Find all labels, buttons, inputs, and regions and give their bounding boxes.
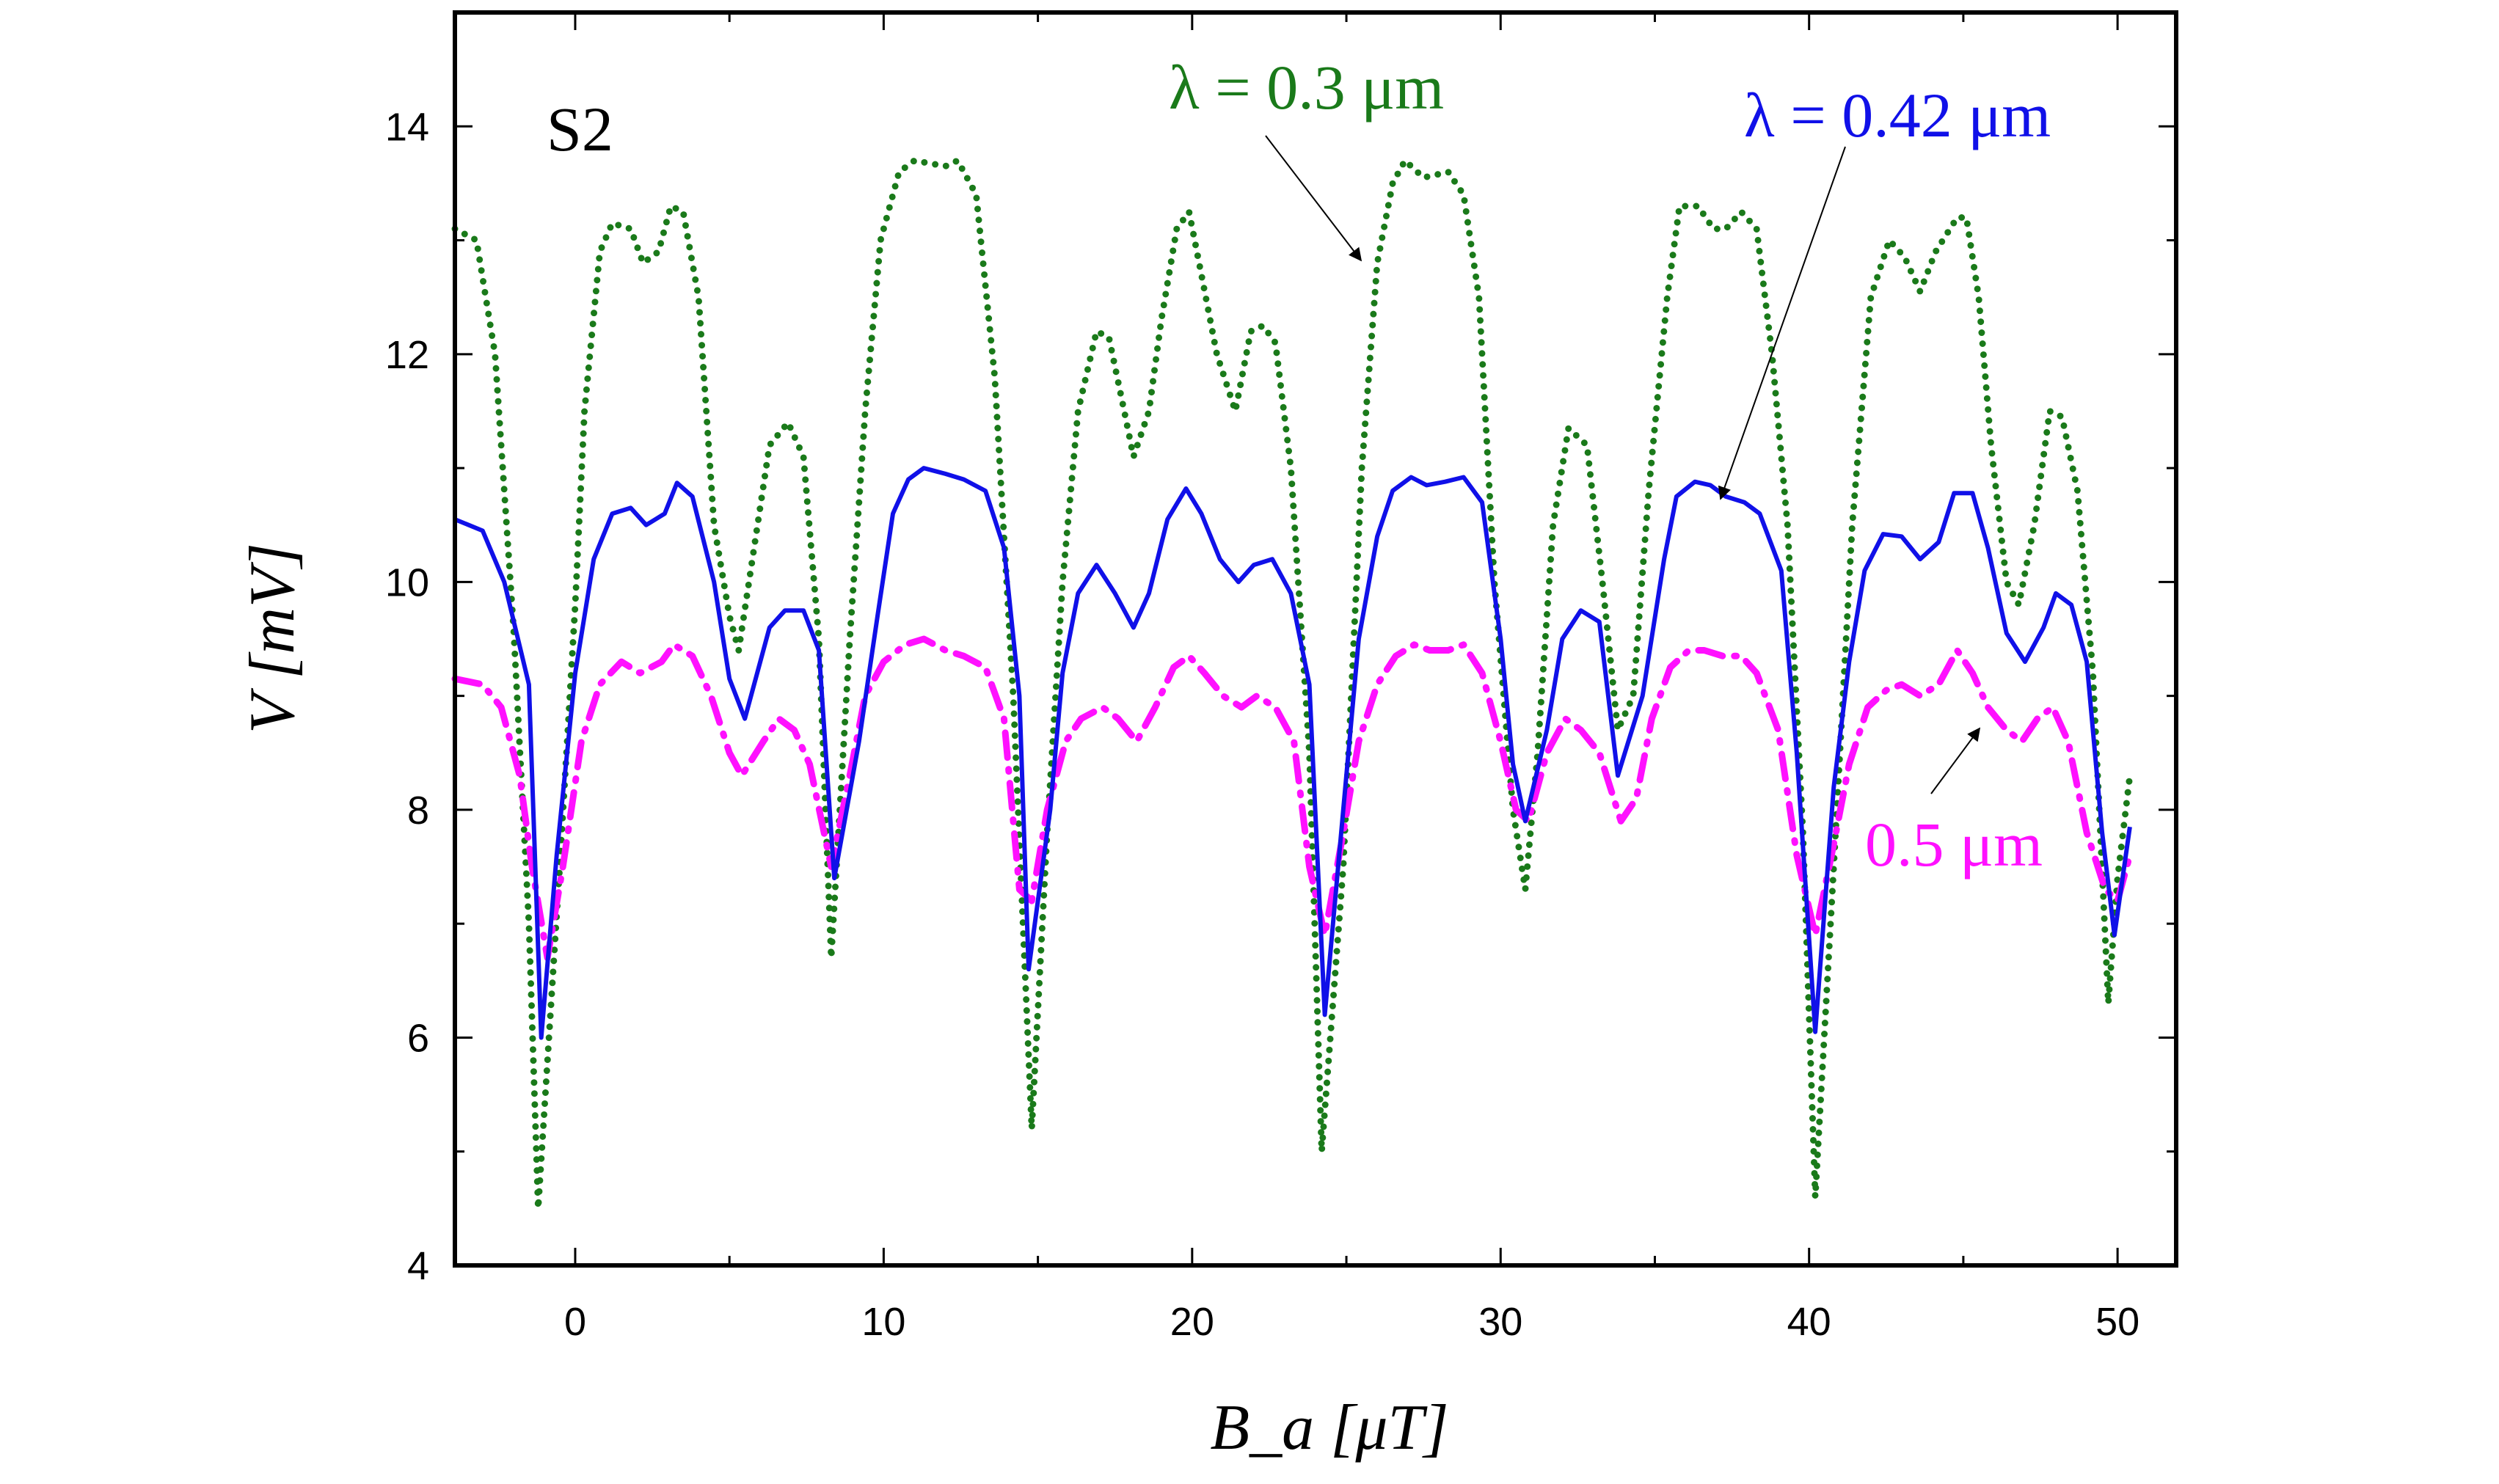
y-axis-label: V [mV] (237, 543, 308, 734)
x-axis-label: B_a [μT] (1210, 1392, 1448, 1463)
x-tick-label: 40 (1787, 1300, 1831, 1344)
ticks-layer: 0 10 20 30 40 50 4 6 8 10 12 14 (385, 11, 2176, 1344)
y-tick-label: 6 (407, 1016, 429, 1060)
arrow-green (1265, 135, 1362, 262)
series-line-solid (453, 466, 2132, 1040)
y-tick-label: 4 (407, 1244, 429, 1288)
x-tick-label: 50 (2095, 1300, 2139, 1344)
plot-frame (453, 10, 2178, 1268)
series-layer (451, 157, 2134, 1212)
y-tick-label: 8 (407, 789, 429, 833)
x-tick-label: 0 (564, 1300, 586, 1344)
x-tick-label: 10 (861, 1300, 905, 1344)
annotation-magenta: 0.5 μm (1865, 809, 2043, 880)
y-tick-label: 12 (385, 333, 429, 377)
annotation-blue: λ = 0.42 μm (1744, 80, 2051, 150)
arrow-blue (1718, 146, 1846, 500)
x-tick-label: 20 (1170, 1300, 1214, 1344)
y-tick-label: 10 (385, 560, 429, 604)
arrow-magenta (1930, 727, 1981, 794)
series-line-dotted (451, 157, 2134, 1212)
annotation-green: λ = 0.3 μm (1169, 52, 1444, 123)
x-tick-label: 30 (1478, 1300, 1522, 1344)
y-tick-label: 14 (385, 105, 429, 149)
panel-label: S2 (547, 94, 613, 164)
series-line-dashdot (451, 635, 2134, 962)
